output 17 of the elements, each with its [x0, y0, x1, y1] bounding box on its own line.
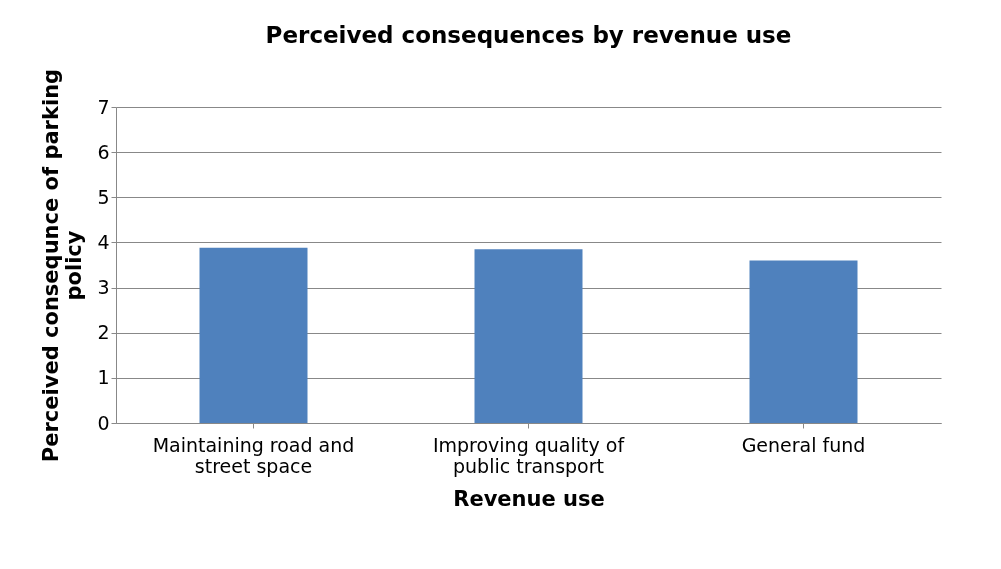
y-axis-title: Perceived consequnce of parking policy [39, 68, 87, 463]
bar [474, 249, 583, 423]
y-tick-label: 0 [97, 411, 110, 434]
x-tick-label: Maintaining road and street space [152, 433, 355, 477]
y-tick-label: 2 [97, 321, 110, 344]
y-tick-label: 7 [97, 95, 110, 118]
bar [749, 260, 858, 423]
x-tick-label: General fund [741, 433, 866, 456]
y-tick-label: 4 [97, 230, 110, 253]
y-tick-label: 3 [97, 276, 110, 299]
chart-title: Perceived consequences by revenue use [265, 22, 792, 49]
x-axis-title: Revenue use [453, 486, 605, 511]
x-tick-label: Improving quality of public transport [432, 433, 626, 477]
y-tick-label: 5 [97, 185, 110, 208]
bar [199, 247, 308, 423]
y-tick-label: 6 [97, 140, 110, 163]
y-tick-label: 1 [97, 366, 110, 389]
